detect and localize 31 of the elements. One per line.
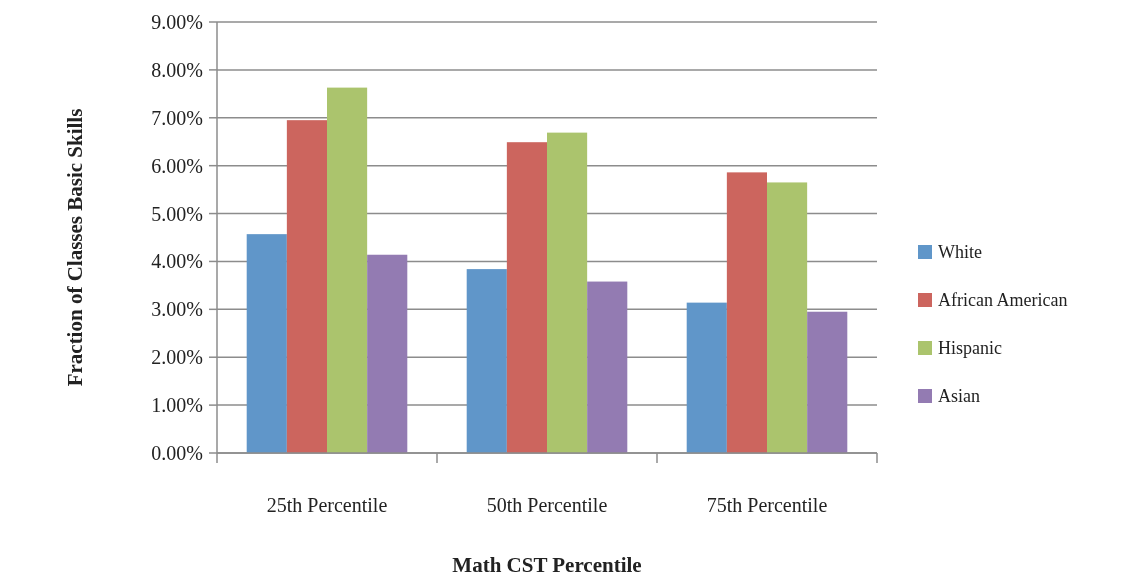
x-tick-label: 50th Percentile (486, 494, 608, 516)
bar (246, 234, 287, 453)
bar (547, 132, 588, 453)
x-axis-title: Math CST Percentile (452, 553, 642, 577)
y-tick-label: 3.00% (151, 298, 203, 321)
bar (286, 120, 327, 453)
x-tick-label: 75th Percentile (706, 494, 828, 516)
legend-label: White (938, 242, 982, 263)
y-tick-label: 2.00% (151, 346, 203, 369)
bar (807, 311, 848, 453)
legend-label: African American (938, 290, 1068, 311)
legend-label: Hispanic (938, 338, 1002, 359)
legend-label: Asian (938, 386, 980, 407)
y-tick-label: 4.00% (151, 250, 203, 273)
x-tick-label: 25th Percentile (266, 494, 388, 516)
y-tick-label: 0.00% (151, 442, 203, 464)
y-tick-label: 8.00% (151, 58, 203, 81)
bar (767, 182, 808, 453)
bar (726, 172, 767, 453)
y-tick-label: 5.00% (151, 202, 203, 225)
y-tick-label: 1.00% (151, 394, 203, 417)
y-tick-label: 6.00% (151, 154, 203, 177)
y-axis-title: Fraction of Classes Basic Skills (63, 108, 87, 387)
bar (587, 281, 628, 453)
bar (686, 302, 727, 453)
y-tick-label: 7.00% (151, 106, 203, 129)
bar (367, 254, 408, 453)
bar (506, 142, 547, 453)
bar (327, 87, 368, 453)
bar (466, 269, 507, 453)
y-tick-label: 9.00% (151, 11, 203, 33)
